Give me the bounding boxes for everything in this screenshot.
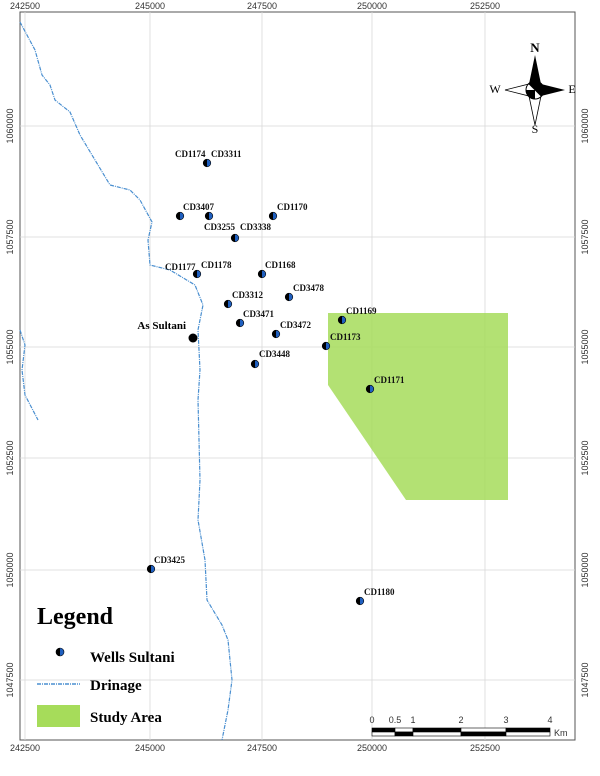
well-label: CD3425 — [154, 555, 185, 565]
east-label: E — [568, 82, 575, 96]
scale-label: 1 — [410, 715, 415, 725]
well-label: CD1177 — [165, 262, 196, 272]
y-tick-label: 1050000 — [5, 552, 15, 587]
well-marker-half — [356, 597, 360, 605]
well-marker-half — [269, 212, 273, 220]
well-marker-half — [285, 293, 289, 301]
well-label: CD1180 — [364, 587, 395, 597]
well-label: CD3311 — [211, 149, 242, 159]
x-tick-label: 242500 — [10, 743, 40, 753]
scale-segment — [412, 731, 462, 737]
well-label: CD3255 — [204, 222, 235, 232]
well-label: CD1173 — [330, 332, 361, 342]
well-marker-half — [272, 330, 276, 338]
scale-label: 2 — [458, 715, 463, 725]
well-label: CD3312 — [232, 290, 263, 300]
well-label: CD3478 — [293, 283, 324, 293]
scale-label: 0.5 — [389, 715, 402, 725]
scale-bar: 0 0.5 1 2 3 4Km — [369, 715, 567, 738]
well-marker-half — [251, 360, 255, 368]
x-tick-label: 245000 — [135, 743, 165, 753]
well-label: CD3471 — [243, 309, 274, 319]
y-tick-label: 1055000 — [5, 329, 15, 364]
x-tick-label: 252500 — [470, 1, 500, 11]
scale-segment — [505, 727, 551, 733]
x-tick-label: 247500 — [247, 1, 277, 11]
well-label: CD3448 — [259, 349, 290, 359]
scale-unit: Km — [554, 728, 568, 738]
scale-segment — [460, 727, 507, 733]
well-label: CD3338 — [240, 222, 271, 232]
wells: CD1174 CD3311 CD3407 CD3255 CD3338 CD1170 CD11… — [146, 149, 405, 606]
x-tick-label: 245000 — [135, 1, 165, 11]
river — [19, 329, 39, 421]
x-tick-label: 252500 — [470, 743, 500, 753]
well-marker-half — [231, 234, 235, 242]
x-tick-label: 242500 — [10, 1, 40, 11]
scale-segment — [394, 727, 414, 733]
river — [19, 21, 233, 741]
well-label: CD1168 — [265, 260, 296, 270]
x-tick-label: 250000 — [357, 1, 387, 11]
y-tick-label: 1060000 — [5, 108, 15, 143]
y-tick-label: 1047500 — [580, 662, 590, 697]
legend-item: Study Area — [90, 710, 162, 726]
y-tick-label: 1057500 — [5, 219, 15, 254]
scale-segment — [460, 731, 507, 737]
well-label: CD1170 — [277, 202, 308, 212]
scale-label: 3 — [503, 715, 508, 725]
y-tick-label: 1052500 — [580, 440, 590, 475]
scale-segment — [371, 727, 396, 733]
well-label: CD1174 — [175, 149, 206, 159]
scale-segment — [371, 731, 396, 737]
well-marker-half — [205, 212, 209, 220]
town-marker — [188, 333, 198, 343]
well-label: CD1171 — [374, 375, 405, 385]
y-tick-label: 1052500 — [5, 440, 15, 475]
well-marker-half — [258, 270, 262, 278]
scale-segment — [505, 731, 551, 737]
study-area — [328, 313, 508, 500]
well-marker-half — [366, 385, 370, 393]
well-label: CD3407 — [183, 202, 214, 212]
y-tick-label: 1050000 — [580, 552, 590, 587]
well-marker-half — [203, 159, 207, 167]
well-marker-half — [322, 342, 326, 350]
y-tick-label: 1060000 — [580, 108, 590, 143]
well-label: CD1169 — [346, 306, 377, 316]
well-marker-half — [176, 212, 180, 220]
scale-segment — [394, 731, 414, 737]
legend: Legend Wells Sultani Drinage Study Area — [37, 604, 175, 727]
south-label: S — [532, 122, 539, 136]
north-label: N — [530, 40, 540, 55]
y-tick-label: 1047500 — [5, 662, 15, 697]
legend-item: Drinage — [90, 678, 142, 694]
x-tick-label: 247500 — [247, 743, 277, 753]
well-marker-half — [147, 565, 151, 573]
well-marker-half — [338, 316, 342, 324]
legend-item: Wells Sultani — [90, 650, 175, 666]
well-label: CD1178 — [201, 260, 232, 270]
grid: 242500 242500 245000 245000 247500 247500 2500… — [5, 1, 590, 753]
scale-label: 0 — [369, 715, 374, 725]
town-label: As Sultani — [137, 320, 186, 332]
well-label: CD3472 — [280, 320, 311, 330]
well-marker-half — [224, 300, 228, 308]
scale-segment — [412, 727, 462, 733]
west-label: W — [489, 82, 501, 96]
x-tick-label: 250000 — [357, 743, 387, 753]
well-marker-half — [236, 319, 240, 327]
north-arrow: N S W E — [489, 40, 575, 136]
y-tick-label: 1055000 — [580, 329, 590, 364]
well-marker-half — [193, 270, 197, 278]
scale-label: 4 — [547, 715, 552, 725]
y-tick-label: 1057500 — [580, 219, 590, 254]
legend-title: Legend — [37, 604, 114, 630]
